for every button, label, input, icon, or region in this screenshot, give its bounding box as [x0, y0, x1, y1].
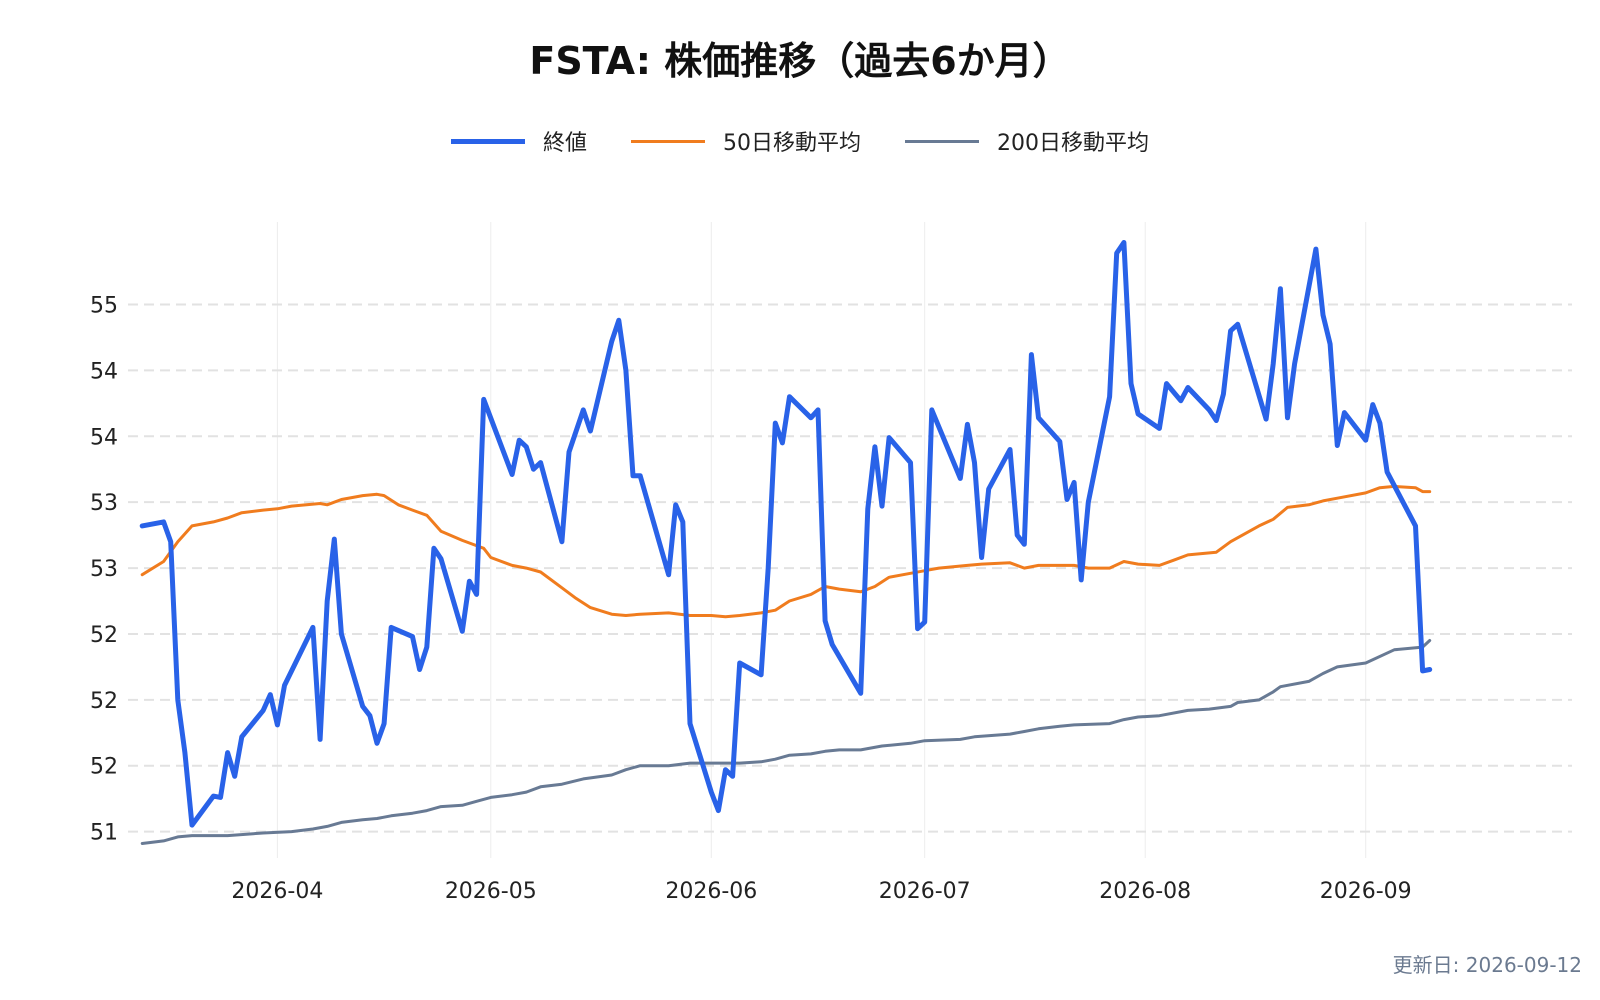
- y-tick-label: 52: [90, 623, 118, 648]
- legend-item-ma50[interactable]: 50日移動平均: [631, 125, 861, 157]
- legend-swatch-ma200: [905, 139, 979, 143]
- legend-label-ma200: 200日移動平均: [997, 131, 1149, 156]
- x-tick-label: 2026-06: [665, 879, 757, 904]
- legend-item-close[interactable]: 終値: [450, 125, 587, 157]
- y-axis: 51 52 52 52 53 53 54 54 55: [90, 293, 118, 845]
- x-tick-label: 2026-05: [445, 879, 537, 904]
- y-tick-label: 53: [90, 491, 118, 516]
- y-tick-label: 54: [90, 425, 118, 450]
- x-tick-label: 2026-09: [1320, 879, 1412, 904]
- x-axis: 2026-04 2026-05 2026-06 2026-07 2026-08 2026-…: [231, 879, 1411, 904]
- y-tick-label: 53: [90, 557, 118, 582]
- ma50-line[interactable]: [140, 484, 1432, 619]
- x-tick-label: 2026-04: [231, 879, 323, 904]
- updated-date: 更新日: 2026-09-12: [1392, 953, 1582, 977]
- series-layer: [139, 240, 1433, 845]
- legend-item-ma200[interactable]: 200日移動平均: [905, 125, 1149, 157]
- legend-swatch-close: [450, 138, 525, 144]
- close-price-line[interactable]: [139, 240, 1433, 828]
- x-gridlines: [276, 222, 1367, 858]
- y-tick-label: 54: [90, 359, 118, 384]
- y-gridlines: [128, 303, 1572, 833]
- y-tick-label: 52: [90, 755, 118, 780]
- chart-title: FSTA: 株価推移（過去6か月）: [529, 39, 1071, 83]
- x-tick-label: 2026-08: [1099, 879, 1191, 904]
- legend-swatch-ma50: [631, 139, 705, 143]
- legend-label-close: 終値: [542, 131, 587, 156]
- legend-label-ma50: 50日移動平均: [723, 131, 861, 156]
- y-tick-label: 55: [90, 293, 118, 318]
- x-tick-label: 2026-07: [879, 879, 971, 904]
- legend: 終値 50日移動平均 200日移動平均: [0, 125, 1600, 157]
- y-tick-label: 52: [90, 689, 118, 714]
- ma200-line[interactable]: [140, 639, 1432, 845]
- y-tick-label: 51: [90, 821, 118, 846]
